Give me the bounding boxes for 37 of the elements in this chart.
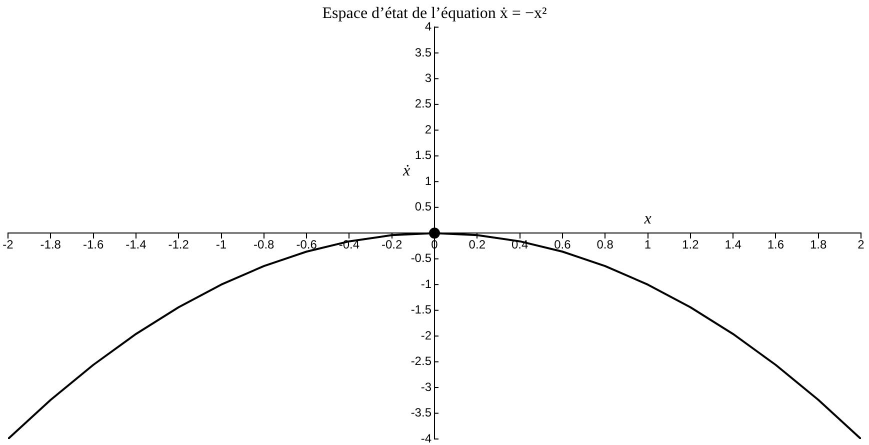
x-tick-label: -1.2 — [168, 238, 190, 252]
y-tick-label: -1.5 — [410, 302, 432, 317]
x-tick-label: 0.2 — [468, 238, 486, 252]
chart-title: Espace d’état de l’équation ẋ = −x² — [322, 4, 547, 22]
x-tick-label: 1 — [644, 238, 652, 252]
y-tick-label: -1 — [420, 276, 432, 291]
x-tick-label: 1.6 — [767, 238, 784, 252]
x-tick-label: 0.8 — [596, 238, 614, 252]
y-tick-label: -2 — [420, 328, 432, 342]
y-tick-label: -2.5 — [410, 354, 432, 368]
y-tick-label: 1.5 — [414, 148, 432, 162]
x-tick-label: 0.6 — [554, 238, 572, 252]
y-tick-label: 1 — [424, 174, 432, 188]
y-tick-label: 3.5 — [414, 45, 432, 60]
x-tick-label: -2 — [2, 238, 14, 252]
y-tick-label: 2.5 — [414, 96, 432, 111]
y-tick-label: -3 — [420, 380, 432, 394]
y-tick-label: -3.5 — [410, 406, 432, 420]
y-tick-label: -0.5 — [410, 251, 432, 266]
x-tick-label: -0.2 — [382, 238, 403, 252]
y-tick-label: 2 — [424, 122, 432, 136]
x-tick-label: -0.8 — [254, 238, 275, 252]
x-tick-label: -1.8 — [40, 238, 62, 252]
x-tick-label: -1.4 — [126, 238, 147, 252]
y-axis-title: ẋ — [402, 162, 411, 180]
x-tick-label: 1.2 — [682, 238, 700, 252]
y-tick-label: 4 — [424, 20, 432, 34]
x-tick-label: -1.6 — [82, 238, 104, 252]
x-axis-title: x — [643, 210, 652, 228]
x-tick-label: 1.4 — [724, 238, 742, 252]
y-tick-label: 0.5 — [414, 200, 432, 214]
x-tick-label: 1.8 — [810, 238, 828, 252]
y-tick-label: -4 — [420, 431, 432, 445]
x-tick-label: 2 — [858, 238, 865, 252]
x-tick-label: -0.6 — [296, 238, 318, 252]
x-tick-label: -1 — [216, 238, 227, 252]
y-tick-label: 3 — [424, 70, 432, 85]
